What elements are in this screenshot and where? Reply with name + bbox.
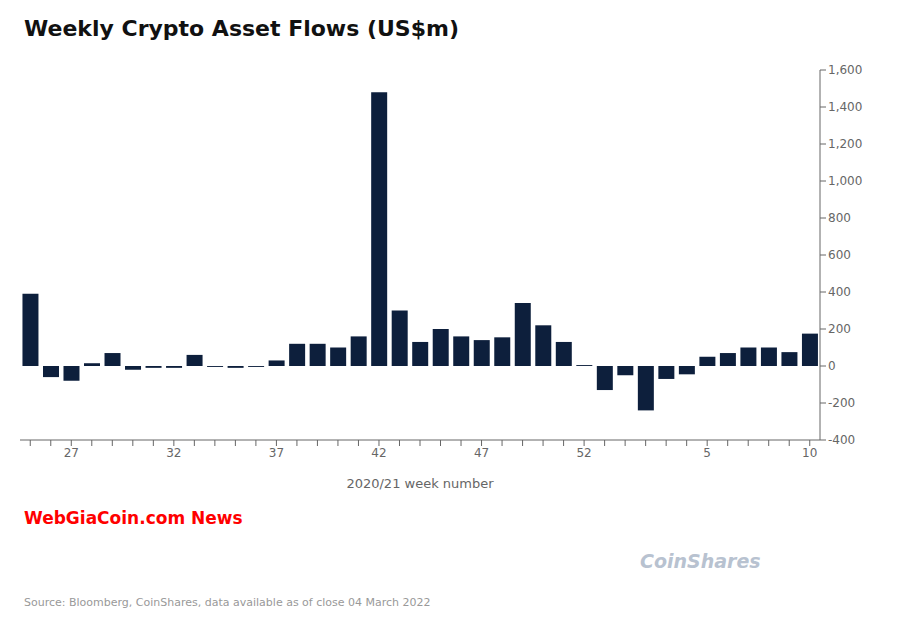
html-text:WebGiaCoin.com News: WebGiaCoin.com News [24,508,243,528]
html-text:Weekly Crypto Asset Flows (US$: Weekly Crypto Asset Flows (US$m) [24,16,459,41]
svg-text:200: 200 [828,322,851,336]
svg-text:1,400: 1,400 [828,100,862,114]
svg-text:2020/21 week number: 2020/21 week number [346,476,494,491]
svg-text:5: 5 [703,446,711,460]
svg-text:10: 10 [802,446,817,460]
svg-text:400: 400 [828,285,851,299]
svg-text:600: 600 [828,248,851,262]
svg-text:37: 37 [269,446,284,460]
svg-text:47: 47 [474,446,489,460]
html-text:CoinShares: CoinShares [640,550,761,572]
svg-text:42: 42 [371,446,386,460]
svg-text:1,200: 1,200 [828,137,862,151]
svg-text:-200: -200 [828,396,855,410]
svg-text:-400: -400 [828,433,855,447]
svg-text:52: 52 [576,446,591,460]
svg-text:1,600: 1,600 [828,63,862,77]
svg-text:27: 27 [64,446,79,460]
html-text:Source: Bloomberg, CoinShares,: Source: Bloomberg, CoinShares, data avai… [24,596,431,609]
svg-text:32: 32 [166,446,181,460]
svg-text:1,000: 1,000 [828,174,862,188]
svg-text:800: 800 [828,211,851,225]
svg-text:0: 0 [828,359,836,373]
